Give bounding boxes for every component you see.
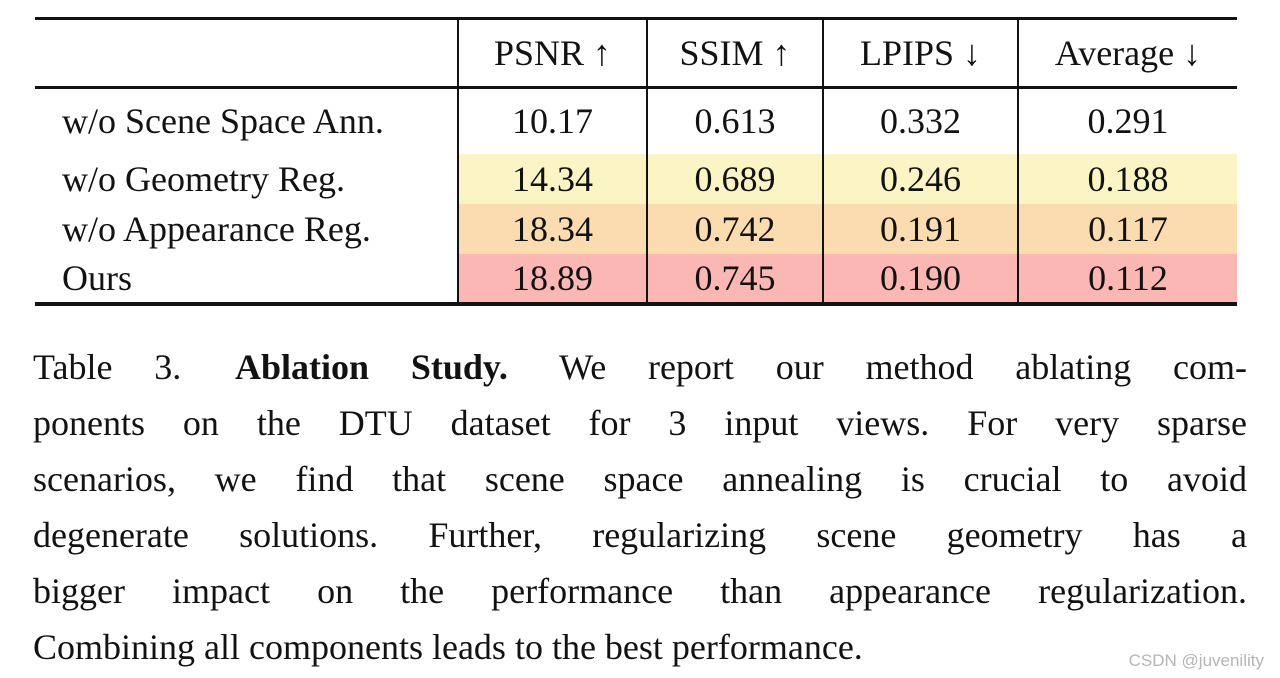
row-label: w/o Geometry Reg. <box>62 158 345 199</box>
metric-cell-ssim: 0.742 <box>646 203 823 254</box>
metric-cell-ssim: 0.613 <box>646 87 823 154</box>
row-label: Ours <box>62 257 132 298</box>
caption-line: bigger impact on the performance than ap… <box>33 571 1247 611</box>
metric-cell-average: 0.291 <box>1017 87 1237 154</box>
metric-cell-ssim: 0.745 <box>646 253 823 304</box>
table-caption: Table 3. Ablation Study. We report our m… <box>33 339 1247 675</box>
caption-text: We report our method ablating com- <box>559 347 1248 387</box>
caption-line: Combining all components leads to the be… <box>33 627 863 667</box>
metric-cell-psnr: 10.17 <box>457 87 647 154</box>
ablation-results-table: PSNR ↑ SSIM ↑ LPIPS ↓ Average ↓ w/o Scen… <box>35 17 1237 306</box>
metric-cell-psnr: 18.89 <box>457 253 647 304</box>
metric-cell-lpips: 0.332 <box>822 87 1018 154</box>
caption-line: ponents on the DTU dataset for 3 input v… <box>33 403 1247 443</box>
metric-cell-average: 0.188 <box>1017 153 1237 204</box>
caption-table-number: Table 3. <box>33 347 182 387</box>
metric-cell-average: 0.112 <box>1017 253 1237 304</box>
metric-cell-lpips: 0.190 <box>822 253 1018 304</box>
metric-cell-lpips: 0.191 <box>822 203 1018 254</box>
row-label: w/o Scene Space Ann. <box>62 101 384 142</box>
table-row: w/o Scene Space Ann. 10.17 0.613 0.332 0… <box>35 87 1237 154</box>
table-header-row: PSNR ↑ SSIM ↑ LPIPS ↓ Average ↓ <box>35 18 1237 88</box>
table-row: w/o Geometry Reg. 14.34 0.689 0.246 0.18… <box>35 153 1237 204</box>
caption-title: Ablation Study. <box>235 347 508 387</box>
header-cell-blank <box>35 19 458 88</box>
row-label: w/o Appearance Reg. <box>62 208 371 249</box>
header-cell-lpips: LPIPS ↓ <box>822 18 1018 88</box>
watermark: CSDN @juvenility <box>1128 651 1264 670</box>
caption-line: Table 3. Ablation Study. We report our m… <box>33 339 1247 395</box>
metric-cell-psnr: 14.34 <box>457 153 647 204</box>
table-row: Ours 18.89 0.745 0.190 0.112 <box>35 253 1237 304</box>
metric-cell-lpips: 0.246 <box>822 153 1018 204</box>
header-cell-ssim: SSIM ↑ <box>646 18 823 88</box>
caption-line: degenerate solutions. Further, regulariz… <box>33 515 1247 555</box>
metric-cell-psnr: 18.34 <box>457 203 647 254</box>
metric-cell-ssim: 0.689 <box>646 153 823 204</box>
metric-cell-average: 0.117 <box>1017 203 1237 254</box>
header-cell-average: Average ↓ <box>1017 18 1237 88</box>
header-cell-psnr: PSNR ↑ <box>457 18 647 88</box>
table-row: w/o Appearance Reg. 18.34 0.742 0.191 0.… <box>35 203 1237 254</box>
caption-line: scenarios, we find that scene space anne… <box>33 459 1247 499</box>
